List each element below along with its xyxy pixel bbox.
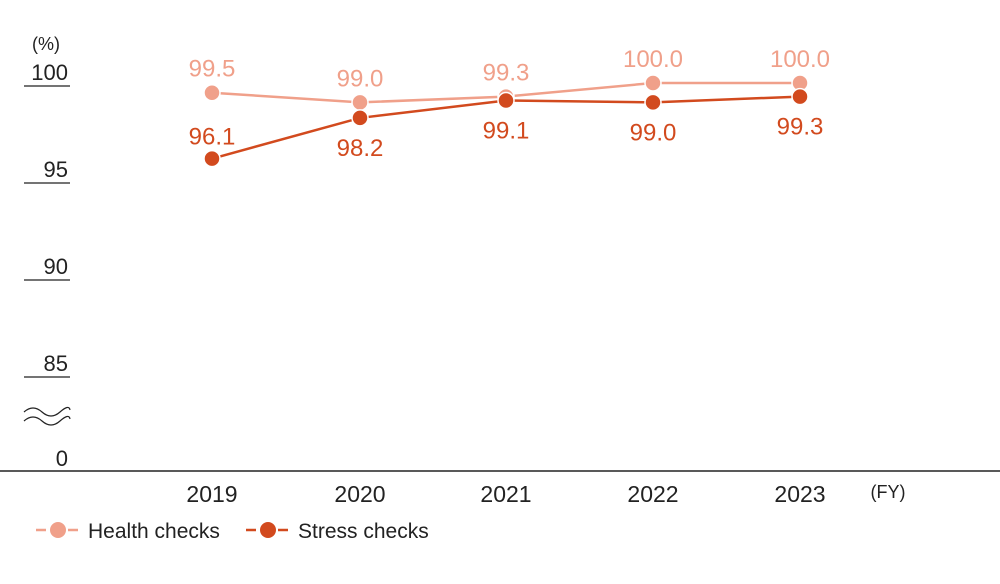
data-label: 98.2 [337, 135, 384, 162]
axis-break-mark [23, 406, 71, 417]
y-tick-label: 95 [44, 157, 68, 182]
data-point [644, 74, 662, 92]
data-point [203, 149, 221, 168]
data-point [203, 83, 221, 102]
x-axis-unit: (FY) [871, 482, 906, 502]
axis-break-mark [23, 415, 71, 426]
data-label: 96.1 [189, 124, 236, 151]
series-1: 96.1 98.2 99.1 99.0 99.3 [189, 87, 824, 168]
data-label: 99.5 [189, 56, 236, 83]
legend-marker [260, 522, 276, 538]
legend-label: Health checks [88, 520, 220, 543]
data-label: 100.0 [623, 46, 683, 73]
data-point [644, 93, 662, 112]
legend: Health checks Stress checks [36, 520, 429, 543]
data-label: 99.0 [630, 119, 677, 146]
y-tick-label: 0 [56, 446, 68, 471]
y-axis: 100 95 90 85 0 [23, 60, 71, 471]
y-tick-label: 100 [31, 60, 68, 85]
data-label: 99.3 [777, 114, 824, 141]
series-layer: 99.5 99.0 99.3 100.0 100.0 96.1 98.2 99.1 99.0 99… [189, 46, 830, 168]
x-tick-label: 2022 [627, 481, 678, 507]
data-label: 99.3 [483, 60, 530, 87]
x-axis: 2019 2020 2021 2022 2023 [186, 481, 825, 507]
x-tick-label: 2020 [334, 481, 385, 507]
y-tick-label: 90 [44, 254, 68, 279]
x-tick-label: 2023 [774, 481, 825, 507]
y-tick-label: 85 [44, 351, 68, 376]
legend-item: Health checks [36, 520, 220, 543]
legend-marker [50, 522, 66, 538]
data-point [497, 91, 515, 110]
data-label: 99.0 [337, 65, 384, 92]
data-label: 99.1 [483, 117, 530, 144]
data-label: 100.0 [770, 46, 830, 73]
legend-label: Stress checks [298, 520, 429, 543]
x-tick-label: 2019 [186, 481, 237, 507]
data-point [791, 87, 809, 106]
data-point [351, 109, 369, 127]
data-point [351, 93, 369, 112]
x-tick-label: 2021 [480, 481, 531, 507]
y-axis-unit: (%) [32, 34, 60, 54]
legend-item: Stress checks [246, 520, 429, 543]
